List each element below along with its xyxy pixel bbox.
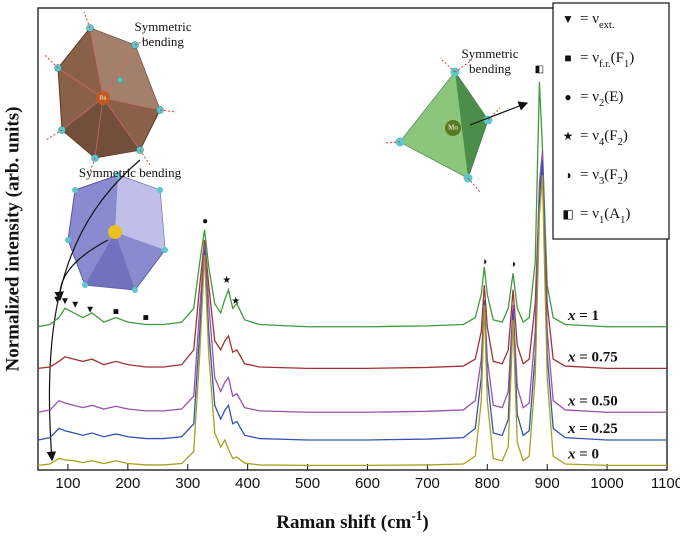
atom-label: Mo <box>448 124 458 132</box>
x-tick-label: 900 <box>535 475 560 492</box>
x-axis-label-part: -1 <box>411 508 422 523</box>
legend-symbol: ★ <box>563 129 574 143</box>
center-atom <box>108 225 122 239</box>
legend-symbol: ● <box>564 90 571 104</box>
peak-marker: ■ <box>143 312 149 323</box>
legend-label-part: = ν <box>580 11 599 27</box>
series-label: x = 0.50 <box>567 394 618 410</box>
annotation: Symmetric bending <box>79 165 182 180</box>
peak-marker: ● <box>202 216 208 227</box>
peak-marker: ▼ <box>70 299 80 310</box>
peak-marker: ★ <box>222 275 231 286</box>
legend-label-part: (A <box>604 206 620 222</box>
series-label-part: = 1 <box>576 308 600 324</box>
annotation: bending <box>142 34 184 49</box>
legend-label-part: ) <box>629 50 634 66</box>
legend-label-part: = ν <box>580 128 599 144</box>
x-tick-label: 800 <box>475 475 500 492</box>
polyhedra <box>45 12 527 460</box>
legend-label-part: ) <box>623 128 628 144</box>
legend-label-part: (F <box>604 167 617 183</box>
peak-marker: ◑ <box>510 259 516 270</box>
legend-symbol: ◧ <box>562 207 573 221</box>
peak-marker: ▼ <box>60 296 70 307</box>
legend-label-part: = ν <box>580 89 599 105</box>
x-tick-label: 1000 <box>590 475 623 492</box>
series-label-part: = 0.25 <box>576 421 618 437</box>
x-tick-label: 200 <box>115 475 140 492</box>
series-label-part: = 0.50 <box>576 394 618 410</box>
series-label-part: = 0.75 <box>576 350 618 366</box>
x-axis-label-part: ) <box>422 512 428 533</box>
x-tick-label: 1100 <box>651 475 680 492</box>
legend-label-part: (F <box>611 50 624 66</box>
symbol-legend-box <box>553 3 669 239</box>
peak-marker: ★ <box>231 296 240 307</box>
peak-marker: ■ <box>113 306 119 317</box>
legend-label-part: = ν <box>580 50 599 66</box>
x-tick-label: 300 <box>175 475 200 492</box>
annotation: bending <box>469 61 511 76</box>
annotation: Symmetric <box>461 46 518 61</box>
legend-symbol: ◑ <box>564 168 571 182</box>
series-label: x = 0.75 <box>567 350 618 366</box>
y-axis-label: Normalized intensity (arb. units) <box>2 107 23 372</box>
legend-label-part: (E) <box>604 89 623 105</box>
legend-label-part: (F <box>604 128 617 144</box>
series-label: x = 1 <box>567 308 599 324</box>
legend-label-part: = ν <box>580 206 599 222</box>
legend-label-part: ) <box>623 167 628 183</box>
x-tick-label: 400 <box>235 475 260 492</box>
series-label-part: = 0 <box>576 447 600 463</box>
legend-label-part: f.r. <box>599 59 611 70</box>
legend-symbol: ▼ <box>562 12 574 26</box>
chart: Ba Mo Normalized intensity (arb. units) … <box>0 0 680 540</box>
x-tick-label: 700 <box>415 475 440 492</box>
atom-label: Ba <box>100 95 107 101</box>
x-axis-label-part: Raman shift (cm <box>276 512 411 533</box>
series-label: x = 0 <box>567 447 599 463</box>
annotation: Symmetric <box>134 19 191 34</box>
series-label: x = 0.25 <box>567 421 618 437</box>
peak-marker: ◑ <box>481 256 487 267</box>
legend-symbol: ■ <box>564 51 571 65</box>
x-tick-label: 600 <box>355 475 380 492</box>
peak-marker: ◧ <box>535 64 544 75</box>
x-axis-label: Raman shift (cm-1) <box>276 508 429 534</box>
legend-label-part: ext. <box>599 20 614 31</box>
legend-label-part: ) <box>625 206 630 222</box>
x-tick-label: 100 <box>55 475 80 492</box>
peak-marker: ▼ <box>85 304 95 315</box>
x-tick-label: 500 <box>295 475 320 492</box>
legend-label-part: = ν <box>580 167 599 183</box>
